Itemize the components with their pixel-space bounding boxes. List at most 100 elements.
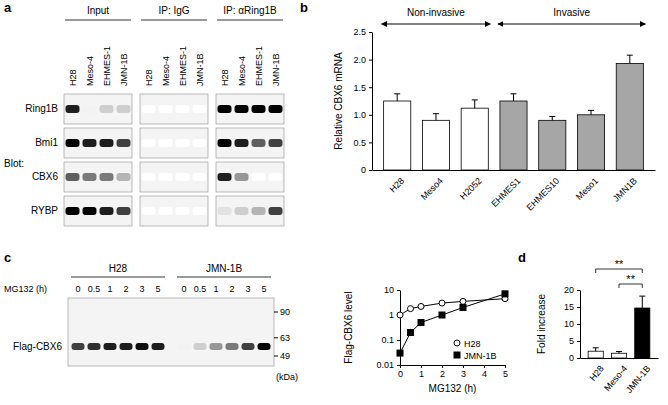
blot-c: MG132 (h)H2800.51235JMN-1B00.51235Flag-C… <box>4 263 298 382</box>
tick-mark <box>369 115 372 116</box>
tick-label: H28 <box>388 176 407 195</box>
tick-label: EHMES1 <box>489 176 522 209</box>
band <box>252 105 266 113</box>
marker-unit: (kDa) <box>276 372 298 382</box>
band <box>136 343 149 350</box>
band <box>159 105 173 113</box>
axis-line <box>372 33 373 171</box>
lane-title: MG132 (h) <box>4 284 47 294</box>
band <box>117 139 131 147</box>
tick: EHMES10 <box>525 176 562 213</box>
tick-label: Meso4 <box>419 176 445 202</box>
tick: 0.1 <box>381 335 400 345</box>
tick-label: 1 <box>419 369 424 379</box>
lane-label: 0.5 <box>88 284 101 294</box>
band <box>176 207 190 215</box>
band <box>120 343 133 350</box>
tick: H2052 <box>458 176 484 202</box>
axis-line <box>373 170 656 171</box>
axis-title: Flag-CBX6 level <box>343 291 354 363</box>
point <box>397 312 403 318</box>
tick-label: 0.5 <box>353 138 366 148</box>
band <box>72 343 85 350</box>
tick-label: 2 <box>440 369 445 379</box>
band <box>159 173 173 181</box>
tick: 0 <box>569 353 580 363</box>
group-arrow <box>498 24 645 25</box>
lane-label: 0.5 <box>194 284 207 294</box>
lane-label: JMN-1B <box>195 53 205 86</box>
row-label: RYBP <box>31 205 58 216</box>
tick: 10 <box>564 319 580 329</box>
band <box>252 207 266 215</box>
marker-label: 49 <box>280 351 290 361</box>
error-stem <box>552 116 553 120</box>
tick-label: 20 <box>564 285 574 295</box>
tick-label: 2.0 <box>353 55 366 65</box>
blot-frame <box>216 196 284 226</box>
tick-mark <box>397 365 400 366</box>
series-line <box>400 294 505 353</box>
tick-label: 15 <box>564 302 574 312</box>
plot-area <box>397 291 508 356</box>
row-label: CBX6 <box>32 171 59 182</box>
error-stem <box>595 348 596 351</box>
tick: 10 <box>384 285 400 295</box>
lane-label: EHMES-1 <box>254 46 264 86</box>
bar-chart: 00.51.01.52.02.5H28Meso4H2052EHMES1EHMES… <box>333 7 656 213</box>
band <box>83 207 97 215</box>
tick-mark <box>400 365 401 368</box>
band <box>235 139 249 147</box>
axis: 05101520 <box>564 285 581 363</box>
group-line <box>65 20 131 21</box>
axis: 012345 <box>398 365 508 379</box>
axis: 0.010.1110 <box>376 285 400 370</box>
bar <box>539 120 566 170</box>
error-bar <box>588 110 594 114</box>
bar <box>500 101 527 170</box>
tick-label: H28 <box>588 364 606 383</box>
error-cap <box>627 55 633 56</box>
lane-label: Meso-4 <box>237 56 247 86</box>
tick-label: 1 <box>389 310 394 320</box>
tick-mark <box>484 365 485 368</box>
band <box>176 105 190 113</box>
lane-label: 5 <box>261 284 266 294</box>
error-cap <box>511 93 517 94</box>
panel-label: a <box>4 0 12 15</box>
axis-line <box>581 358 659 359</box>
lane-label: H28 <box>68 69 78 86</box>
tick: 0 <box>398 365 403 379</box>
figure: abcdInputH28Meso-4EHMES-1JMN-1BIP: IgGH2… <box>0 0 668 405</box>
tick-mark <box>369 60 372 61</box>
band <box>252 139 266 147</box>
blot-frame <box>64 94 132 124</box>
band <box>226 343 239 350</box>
tick: 0 <box>361 165 372 175</box>
bar-chart: 05101520H28Meso-4JMN-1BFold increase**** <box>536 258 659 395</box>
axis-title: Fold increase <box>536 294 547 354</box>
lane-label: JMN-1B <box>271 53 281 86</box>
tick: Meso1 <box>574 176 600 202</box>
tick-label: EHMES10 <box>525 176 562 213</box>
error-bar <box>549 116 555 120</box>
point <box>397 350 403 356</box>
band <box>218 173 232 181</box>
band <box>100 139 114 147</box>
tick-mark <box>577 358 580 359</box>
band <box>100 105 114 113</box>
blot-frame <box>64 196 132 226</box>
tick-mark <box>369 87 372 88</box>
error-bar <box>394 94 400 101</box>
axis: 00.51.01.52.02.5 <box>353 27 372 175</box>
point <box>439 312 445 318</box>
blot-frame <box>68 298 274 366</box>
band <box>235 173 249 181</box>
tick-label: 1.5 <box>353 83 366 93</box>
band <box>235 105 249 113</box>
band <box>252 173 266 181</box>
tick-label: Meso1 <box>574 176 600 202</box>
band <box>66 139 80 147</box>
lane-label: H28 <box>220 69 230 86</box>
blot-frame <box>216 162 284 192</box>
